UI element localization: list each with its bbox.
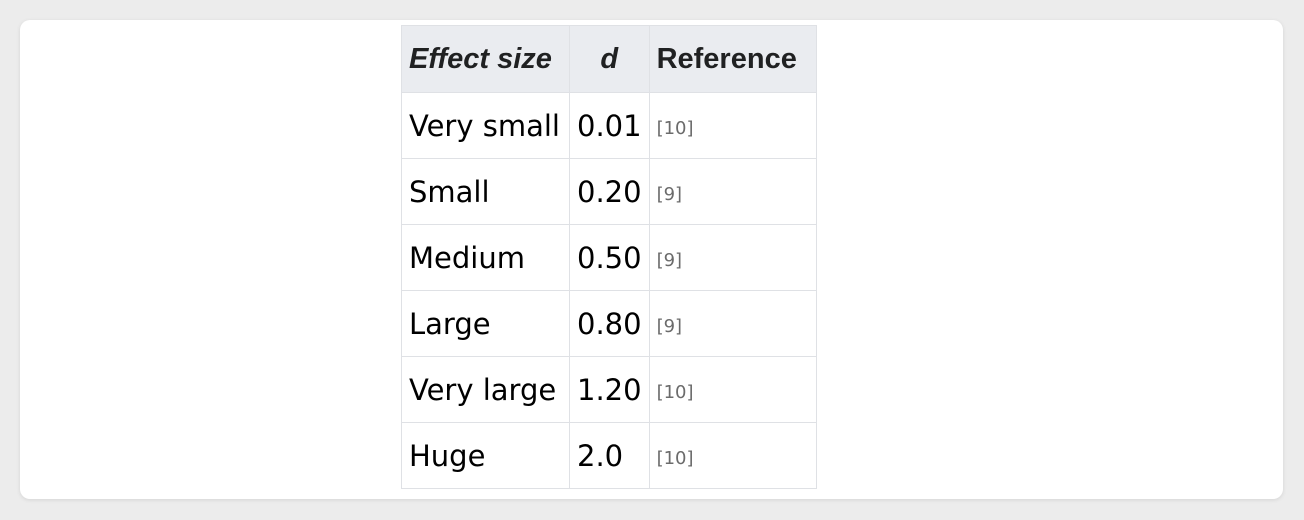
row-label: Very large	[401, 356, 570, 423]
header-reference-label: Reference	[656, 42, 797, 75]
table-row: Huge 2.0 [10]	[401, 422, 817, 489]
row-reference: [10]	[648, 422, 817, 489]
row-reference: [10]	[648, 92, 817, 159]
row-label: Large	[401, 290, 570, 357]
citation-link[interactable]: [9]	[656, 184, 683, 205]
citation-link[interactable]: [10]	[656, 118, 694, 139]
table-row: Large 0.80 [9]	[401, 290, 817, 357]
table-row: Very large 1.20 [10]	[401, 356, 817, 423]
header-d[interactable]: d	[569, 25, 650, 93]
row-reference: [9]	[648, 290, 817, 357]
row-reference: [10]	[648, 356, 817, 423]
header-effect-size[interactable]: Effect size	[401, 25, 570, 93]
row-d-value: 2.0	[569, 422, 650, 489]
citation-link[interactable]: [10]	[656, 448, 694, 469]
table-header-row: Effect size d Reference	[401, 25, 817, 93]
citation-link[interactable]: [9]	[656, 316, 683, 337]
table-row: Medium 0.50 [9]	[401, 224, 817, 291]
content-card: Effect size d Reference Very small 0.01 …	[20, 20, 1283, 499]
row-label: Huge	[401, 422, 570, 489]
citation-link[interactable]: [9]	[656, 250, 683, 271]
header-d-label: d	[600, 42, 619, 75]
row-label: Medium	[401, 224, 570, 291]
effect-size-table: Effect size d Reference Very small 0.01 …	[401, 25, 817, 489]
row-label: Very small	[401, 92, 570, 159]
header-reference[interactable]: Reference	[648, 25, 817, 93]
row-d-value: 0.80	[569, 290, 650, 357]
citation-link[interactable]: [10]	[656, 382, 694, 403]
row-d-value: 0.01	[569, 92, 650, 159]
table-row: Small 0.20 [9]	[401, 158, 817, 225]
row-d-value: 1.20	[569, 356, 650, 423]
row-reference: [9]	[648, 224, 817, 291]
row-d-value: 0.50	[569, 224, 650, 291]
row-d-value: 0.20	[569, 158, 650, 225]
table-row: Very small 0.01 [10]	[401, 92, 817, 159]
header-effect-size-label: Effect size	[409, 42, 552, 75]
row-reference: [9]	[648, 158, 817, 225]
row-label: Small	[401, 158, 570, 225]
